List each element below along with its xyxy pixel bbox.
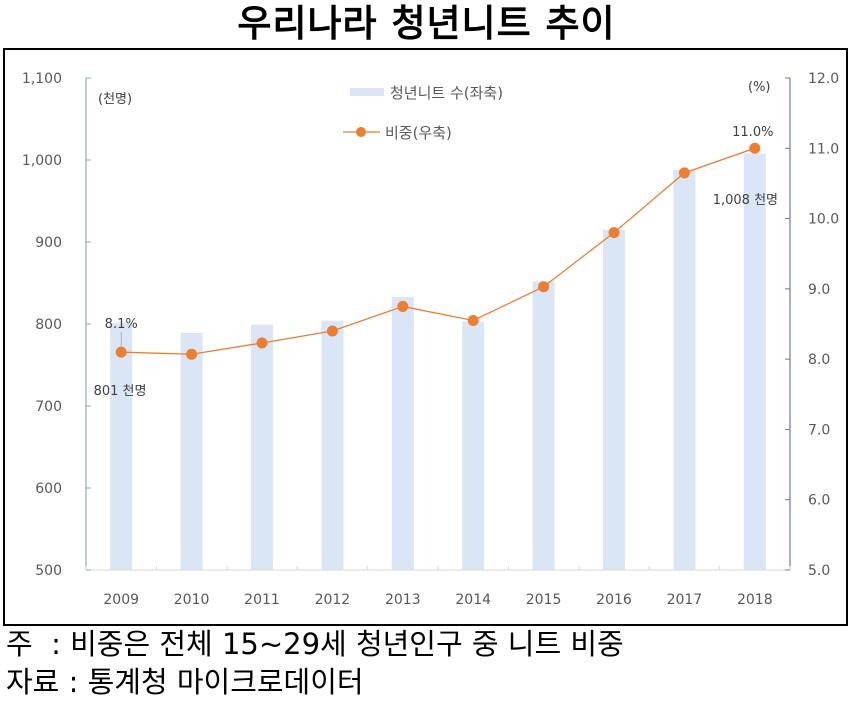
left-tick-label: 1,000 bbox=[22, 153, 62, 169]
x-tick-label: 2012 bbox=[315, 592, 351, 608]
line-point-2015 bbox=[538, 281, 550, 293]
line-point-2017 bbox=[678, 167, 690, 179]
legend: 청년니트 수(좌축) 비중(우축) bbox=[343, 84, 503, 142]
legend-line-marker bbox=[356, 127, 366, 137]
left-tick-label: 900 bbox=[35, 235, 62, 251]
line-point-2009 bbox=[115, 346, 127, 358]
right-tick-label: 12.0 bbox=[808, 71, 839, 87]
x-tick-label: 2017 bbox=[667, 592, 703, 608]
left-tick-label: 500 bbox=[35, 563, 62, 579]
right-tick-label: 10.0 bbox=[808, 212, 839, 228]
line-path bbox=[121, 147, 756, 355]
legend-bar-swatch bbox=[350, 88, 384, 96]
left-tick-label: 1,100 bbox=[22, 71, 62, 87]
left-tick-label: 600 bbox=[35, 481, 62, 497]
labels: 8.1% 801 천명 11.0% 1,008 천명 bbox=[94, 125, 778, 399]
chart-title: 우리나라 청년니트 추이 bbox=[237, 2, 616, 45]
line-point-2011 bbox=[256, 337, 268, 349]
bar-2011 bbox=[251, 324, 273, 570]
line-series bbox=[115, 142, 761, 360]
right-tick-label: 11.0 bbox=[808, 141, 839, 157]
line-point-2018 bbox=[749, 142, 761, 154]
right-tick-label: 5.0 bbox=[808, 563, 830, 579]
source-label: 자료 bbox=[6, 665, 60, 699]
bar-2009 bbox=[110, 323, 133, 570]
x-tick-label: 2009 bbox=[103, 592, 139, 608]
axes: 500 600 700 800 900 1,000 1,100 5.0 6.0 7.0 8.0 9.0… bbox=[22, 71, 839, 608]
right-tick-label: 7.0 bbox=[808, 422, 830, 438]
x-tick-label: 2018 bbox=[737, 592, 773, 608]
data-label: 8.1% bbox=[105, 317, 138, 332]
bar-series bbox=[110, 153, 766, 570]
line-point-2014 bbox=[467, 314, 479, 326]
x-tick-label: 2013 bbox=[385, 592, 421, 608]
x-tick-label: 2016 bbox=[596, 592, 632, 608]
chart-frame bbox=[3, 48, 848, 626]
legend-line-label: 비중(우축) bbox=[385, 124, 452, 142]
right-tick-label: 9.0 bbox=[808, 282, 830, 298]
data-label: 11.0% bbox=[732, 125, 773, 140]
source-text: : 통계청 마이크로데이터 bbox=[59, 665, 364, 699]
bar-2010 bbox=[180, 333, 203, 570]
line-point-2012 bbox=[326, 325, 338, 337]
right-tick-label: 8.0 bbox=[808, 352, 830, 368]
bar-2016 bbox=[603, 229, 625, 570]
left-tick-label: 700 bbox=[35, 399, 62, 415]
data-label: 801 천명 bbox=[94, 384, 147, 399]
bar-2013 bbox=[391, 296, 414, 570]
left-tick-label: 800 bbox=[35, 317, 62, 333]
x-tick-label: 2014 bbox=[455, 592, 491, 608]
right-tick-label: 6.0 bbox=[808, 493, 830, 509]
data-label: 1,008 천명 bbox=[713, 193, 778, 208]
footnote-text: : 비중은 전체 15~29세 청년인구 중 니트 비중 bbox=[32, 627, 624, 661]
bar-2012 bbox=[321, 320, 344, 570]
x-tick-label: 2015 bbox=[526, 592, 562, 608]
footnote: 주 : 비중은 전체 15~29세 청년인구 중 니트 비중 bbox=[6, 626, 624, 662]
bar-2014 bbox=[462, 321, 485, 570]
left-axis-unit: (천명) bbox=[98, 92, 132, 107]
bar-2015 bbox=[532, 281, 555, 570]
right-axis-unit: (%) bbox=[748, 80, 771, 95]
x-tick-label: 2010 bbox=[174, 592, 210, 608]
line-point-2016 bbox=[608, 227, 620, 239]
bar-2017 bbox=[673, 169, 696, 570]
bar-2018 bbox=[743, 153, 766, 570]
source-note: 자료 : 통계청 마이크로데이터 bbox=[6, 664, 364, 700]
line-point-2013 bbox=[397, 300, 409, 312]
line-point-2010 bbox=[186, 348, 198, 360]
x-tick-label: 2011 bbox=[244, 592, 280, 608]
footnote-label: 주 bbox=[6, 627, 33, 661]
legend-bar-label: 청년니트 수(좌축) bbox=[390, 84, 503, 102]
